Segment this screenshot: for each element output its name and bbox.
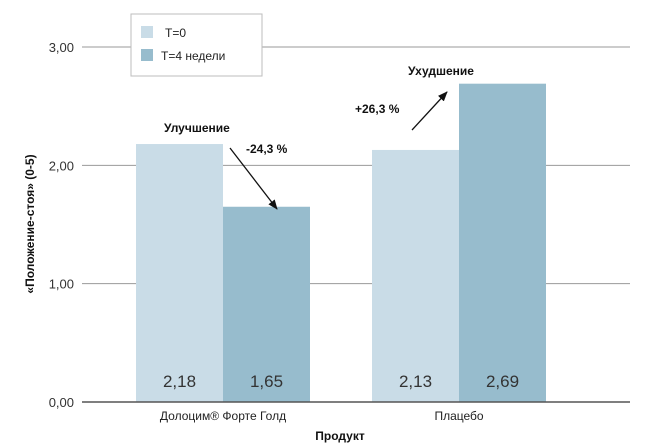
category-label: Долоцим® Форте Голд <box>160 409 286 423</box>
bar <box>223 206 310 402</box>
arrow-down-icon <box>229 147 278 210</box>
legend-label-t4: T=4 недели <box>161 49 225 63</box>
bar <box>136 144 223 403</box>
bar-value-label: 2,18 <box>163 372 196 391</box>
annotation-improvement: Улучшение -24,3 % <box>164 121 288 210</box>
bar-value-label: 2,13 <box>399 372 432 391</box>
bar <box>372 149 459 402</box>
annotation-improvement-change: -24,3 % <box>246 142 288 156</box>
y-tick-label: 1,00 <box>49 277 74 292</box>
y-tick-label: 3,00 <box>49 40 74 55</box>
legend-box <box>130 13 263 77</box>
annotation-improvement-title: Улучшение <box>164 121 230 135</box>
arrow-up-icon <box>411 91 448 131</box>
category-labels: Долоцим® Форте Голд Плацебо <box>160 409 484 423</box>
legend-label-t0: T=0 <box>165 26 186 40</box>
legend-swatch-t4 <box>141 49 153 61</box>
bar-value-label: 2,69 <box>486 372 519 391</box>
bar <box>459 83 546 402</box>
annotation-worsening-title: Ухудшение <box>408 64 474 78</box>
annotation-worsening-change: +26,3 % <box>355 102 400 116</box>
bars <box>136 83 546 403</box>
annotation-worsening: Ухудшение +26,3 % <box>355 64 474 131</box>
bar-value-label: 1,65 <box>250 372 283 391</box>
legend: T=0 T=4 недели <box>130 13 263 77</box>
y-tick-label: 0,00 <box>49 395 74 410</box>
x-axis-title: Продукт <box>315 429 365 443</box>
y-tick-label: 2,00 <box>49 158 74 173</box>
y-tick-labels: 0,00 1,00 2,00 3,00 <box>49 40 74 410</box>
legend-swatch-t0 <box>141 26 153 38</box>
bar-value-labels: 2,18 1,65 2,13 2,69 <box>163 372 519 391</box>
y-axis-title: «Положение-стоя» (0-5) <box>23 154 37 293</box>
category-label: Плацебо <box>434 409 483 423</box>
